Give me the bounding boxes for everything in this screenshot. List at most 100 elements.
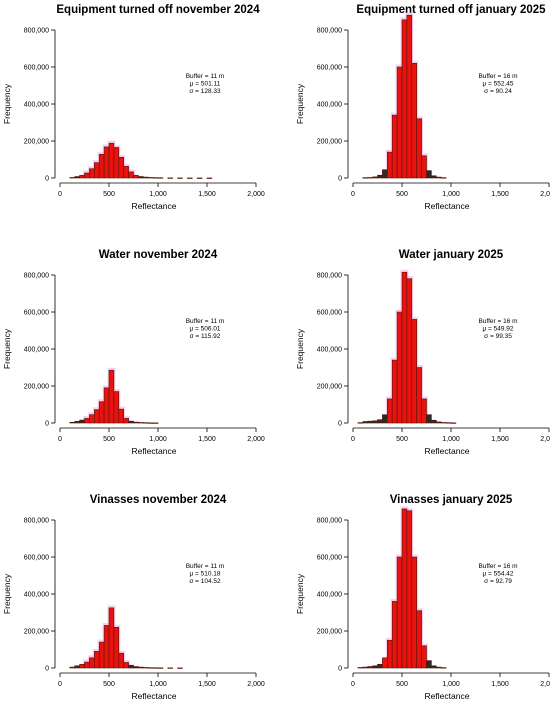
x-tick-label: 500 — [103, 191, 115, 198]
histogram-bar — [411, 62, 418, 179]
histogram-bar — [367, 177, 373, 179]
histogram-bar — [147, 667, 154, 669]
histogram-bar — [128, 664, 134, 669]
y-tick-label: 800,000 — [317, 518, 342, 525]
histogram-bar — [436, 666, 442, 669]
histogram-bar — [406, 14, 413, 179]
histogram-bar — [94, 409, 100, 424]
sd-annotation: σ = 115.92 — [190, 333, 221, 340]
histogram-bar — [143, 176, 149, 179]
x-tick-label: 500 — [103, 681, 115, 688]
histogram-bar — [391, 114, 398, 179]
y-tick-label: 200,000 — [24, 139, 49, 146]
y-tick-label: 600,000 — [24, 555, 49, 562]
histogram-bar — [84, 172, 90, 179]
histogram-bar — [377, 664, 383, 669]
histogram-panel: Water january 2025 0 500 1,000 1,500 2,000 0 20… — [295, 249, 550, 456]
y-tick-label: 0 — [338, 176, 342, 183]
histogram-bar — [128, 171, 134, 179]
histogram-bar — [128, 420, 134, 424]
histogram-bar — [396, 66, 403, 179]
y-axis-label: Frequency — [2, 83, 12, 124]
histogram-bar — [401, 19, 408, 179]
y-axis-label: Frequency — [295, 83, 305, 124]
histogram-bar — [113, 391, 120, 424]
histogram-bar — [123, 418, 129, 424]
buffer-annotation: Buffer = 16 m — [478, 73, 517, 80]
histogram-bar — [450, 422, 457, 424]
x-axis-label: Reflectance — [132, 201, 177, 211]
histogram-panel: Water november 2024 0 500 1,000 1,500 2,000 0 2… — [2, 249, 265, 456]
histogram-bar — [367, 420, 373, 424]
histogram-bar — [431, 419, 437, 424]
x-tick-label: 1,500 — [491, 191, 509, 198]
x-tick-label: 1,500 — [491, 681, 509, 688]
histogram-bar — [133, 666, 139, 669]
histogram-bar — [421, 155, 427, 179]
histogram-bar — [89, 414, 95, 424]
histogram-bar — [133, 174, 139, 179]
histogram-bar — [391, 601, 398, 669]
chart-title: Water january 2025 — [399, 249, 504, 261]
y-tick-label: 800,000 — [24, 518, 49, 525]
histogram-bar — [382, 169, 388, 179]
histogram-bar — [406, 278, 413, 424]
chart-title: Vinasses november 2024 — [90, 494, 227, 506]
x-tick-label: 1,000 — [149, 191, 167, 198]
histogram-bar — [123, 662, 129, 669]
histogram-bar — [436, 421, 442, 424]
histogram-bar — [431, 175, 437, 179]
histogram-bar — [367, 666, 373, 669]
x-tick-label: 0 — [58, 681, 62, 688]
sd-annotation: σ = 104.52 — [189, 578, 221, 585]
histogram-bar — [177, 667, 183, 669]
histogram-bar — [421, 645, 427, 669]
histogram-bar — [79, 664, 85, 669]
histogram-bar — [84, 661, 90, 669]
histogram-panel: Equipment turned off november 2024 0 500 1,… — [2, 4, 265, 211]
histogram-bar — [382, 657, 388, 669]
histogram-bar — [113, 627, 120, 669]
y-axis-label: Frequency — [2, 573, 12, 614]
x-tick-label: 1,500 — [198, 191, 216, 198]
x-tick-label: 500 — [396, 191, 408, 198]
y-tick-label: 400,000 — [24, 102, 49, 109]
y-tick-label: 0 — [45, 666, 49, 673]
y-tick-label: 0 — [45, 421, 49, 428]
x-tick-label: 2,000 — [540, 436, 550, 443]
y-tick-label: 400,000 — [317, 347, 342, 354]
y-tick-label: 0 — [338, 666, 342, 673]
x-axis-label: Reflectance — [132, 691, 177, 701]
histogram-bar — [362, 177, 369, 179]
x-axis-label: Reflectance — [425, 446, 470, 456]
histogram-bar — [103, 146, 110, 179]
y-tick-label: 0 — [45, 176, 49, 183]
y-tick-label: 600,000 — [317, 555, 342, 562]
histogram-bar — [152, 422, 159, 424]
y-tick-label: 400,000 — [317, 102, 342, 109]
histogram-bar — [372, 176, 378, 179]
histogram-bar — [152, 177, 159, 179]
mean-annotation: μ = 510.18 — [189, 571, 220, 578]
y-tick-label: 400,000 — [317, 592, 342, 599]
histogram-bar — [69, 421, 76, 424]
histogram-bar — [69, 666, 76, 669]
histogram-bar — [206, 177, 213, 179]
buffer-annotation: Buffer = 11 m — [186, 318, 225, 325]
histogram-bar — [89, 168, 95, 179]
histogram-bar — [113, 147, 120, 179]
x-tick-label: 2,000 — [247, 436, 265, 443]
histogram-bar — [411, 319, 418, 424]
x-tick-label: 1,000 — [442, 191, 460, 198]
histogram-bar — [167, 177, 174, 179]
histogram-bar — [157, 177, 164, 179]
mean-annotation: μ = 554.42 — [482, 571, 513, 578]
y-tick-label: 600,000 — [24, 310, 49, 317]
buffer-annotation: Buffer = 16 m — [478, 318, 517, 325]
histogram-bar — [84, 418, 90, 424]
histogram-bar — [89, 657, 95, 669]
y-tick-label: 600,000 — [24, 65, 49, 72]
histogram-bar — [440, 667, 447, 669]
y-tick-label: 200,000 — [317, 629, 342, 636]
